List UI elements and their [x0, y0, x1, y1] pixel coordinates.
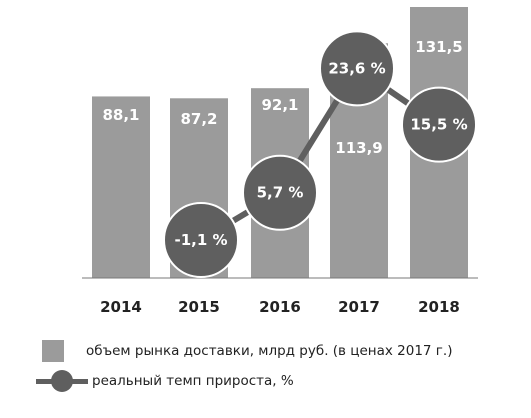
growth-label-2016: 5,7 %: [257, 184, 304, 202]
growth-label-2015: -1,1 %: [174, 231, 227, 249]
year-label-2018: 2018: [418, 298, 460, 316]
year-label-2017: 2017: [338, 298, 380, 316]
line-swatch-icon: [36, 370, 88, 392]
legend-item-volume: объем рынка доставки, млрд руб. (в ценах…: [36, 339, 452, 363]
growth-line: [199, 64, 441, 243]
bar-2014: [92, 96, 150, 278]
bar-label-2018: 131,5: [415, 38, 462, 56]
year-label-2016: 2016: [259, 298, 301, 316]
growth-point-2016: [242, 154, 318, 231]
legend-item-growth: реальный темп прироста, %: [36, 369, 294, 393]
bar-label-2017: 113,9: [335, 139, 382, 157]
growth-point-2018: [401, 86, 477, 163]
year-label-2014: 2014: [100, 298, 142, 316]
growth-line-layer: [163, 30, 477, 278]
legend-label-volume: объем рынка доставки, млрд руб. (в ценах…: [86, 343, 453, 359]
growth-label-2018: 15,5 %: [410, 116, 467, 134]
year-label-2015: 2015: [178, 298, 220, 316]
bar-label-2015: 87,2: [180, 110, 217, 128]
legend-label-growth: реальный темп прироста, %: [92, 373, 294, 389]
bar-label-2016: 92,1: [261, 96, 298, 114]
labels-layer: 88,1 2014 87,2 2015 92,1 2016 113,9 2017 131,5 20…: [100, 38, 468, 316]
growth-label-2017: 23,6 %: [328, 59, 385, 77]
growth-point-2017: [319, 30, 395, 107]
bar-swatch-icon: [42, 340, 64, 362]
bar-label-2014: 88,1: [102, 106, 139, 124]
growth-point-2015: [163, 202, 239, 278]
